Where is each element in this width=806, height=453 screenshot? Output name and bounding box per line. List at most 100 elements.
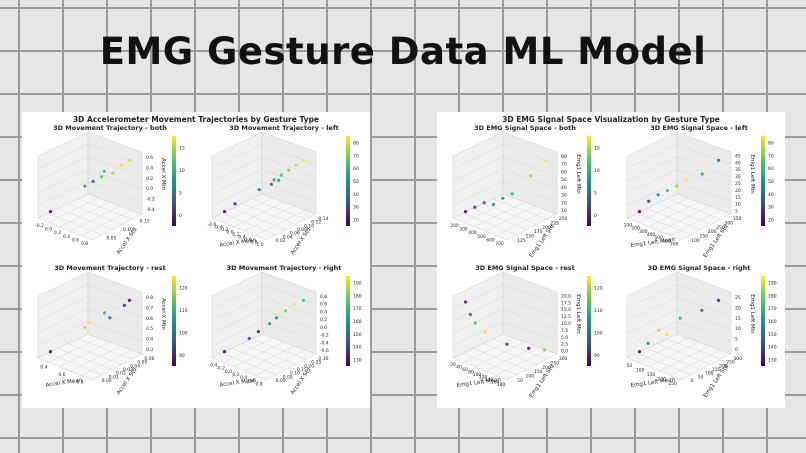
data-point bbox=[233, 202, 237, 206]
colorbar-tick-label: 50 bbox=[353, 179, 359, 185]
grid-line bbox=[676, 296, 732, 318]
z-tick-label: 45 bbox=[735, 153, 741, 159]
grid-line bbox=[231, 208, 287, 230]
colorbar-tick-label: 15 bbox=[179, 145, 185, 151]
x-tick-label: 300 bbox=[459, 227, 468, 233]
x-tick-label: 100 bbox=[473, 372, 482, 378]
grid-line bbox=[87, 284, 143, 305]
colorbar-tick-label: 5 bbox=[179, 190, 182, 196]
data-point bbox=[111, 171, 115, 175]
data-point bbox=[88, 320, 92, 325]
data-point bbox=[283, 309, 288, 313]
data-point bbox=[675, 184, 679, 188]
grid-line bbox=[474, 201, 525, 228]
x-tick-label: -0.4 bbox=[208, 363, 217, 369]
grid-line bbox=[81, 209, 132, 236]
x-tick-label: 400 bbox=[468, 230, 477, 236]
data-point bbox=[127, 158, 132, 162]
y-tick-label: 0.20 bbox=[304, 363, 314, 369]
y-tick-label: 0.14 bbox=[318, 216, 328, 222]
z-tick-label: 40 bbox=[561, 185, 567, 191]
data-point bbox=[102, 169, 106, 173]
colorbar bbox=[761, 136, 765, 226]
data-points bbox=[637, 298, 721, 354]
subplot-title: 3D Movement Trajectory - both bbox=[53, 124, 167, 132]
y-tick-label: 0.00 bbox=[102, 378, 112, 384]
data-point bbox=[83, 184, 87, 188]
grid-line bbox=[676, 156, 732, 178]
floor-pane bbox=[626, 333, 732, 381]
y-tick-label: 0.06 bbox=[144, 356, 154, 362]
grid-line bbox=[676, 181, 732, 202]
subplot-1-0: 3D EMG Signal Space - both20030040050060… bbox=[450, 124, 600, 259]
subplot-1-1: 3D EMG Signal Space - left10020030040050… bbox=[624, 124, 774, 259]
z-tick-label: 70 bbox=[561, 162, 567, 168]
colorbar-tick-label: 5 bbox=[594, 190, 597, 196]
y-tick-label: 150 bbox=[526, 234, 535, 240]
y-tick-label: 200 bbox=[719, 363, 728, 369]
y-tick-label: 175 bbox=[534, 229, 543, 235]
x-tick-label: 500 bbox=[654, 235, 663, 241]
data-point bbox=[684, 178, 688, 182]
data-point bbox=[294, 163, 298, 167]
colorbar bbox=[761, 276, 765, 366]
x-tick-label: 0.2 bbox=[54, 230, 61, 236]
colorbar-tick-label: 190 bbox=[353, 280, 362, 286]
grid-line bbox=[670, 349, 721, 376]
data-point bbox=[277, 178, 281, 182]
z-axis-label: Emg1 Left Min bbox=[749, 154, 755, 194]
x-tick-label: 50 bbox=[627, 363, 633, 369]
data-points bbox=[222, 298, 306, 354]
data-point bbox=[272, 178, 276, 182]
grid-line bbox=[87, 296, 143, 318]
colorbar-tick-label: 190 bbox=[768, 280, 777, 286]
grid-line bbox=[666, 198, 722, 220]
grid-line bbox=[261, 296, 317, 318]
z-tick-label: 7.5 bbox=[561, 328, 568, 334]
x-tick-label: 700 bbox=[495, 241, 504, 247]
grid-line bbox=[452, 144, 504, 169]
grid-line bbox=[472, 208, 528, 230]
x-tick-label: 200 bbox=[658, 376, 667, 382]
colorbar-tick-label: 40 bbox=[768, 192, 774, 198]
x-tick-label: 1.0 bbox=[256, 242, 263, 248]
grid-line bbox=[636, 212, 692, 236]
grid-line bbox=[626, 156, 678, 182]
z-tick-label: 12.5 bbox=[561, 314, 571, 320]
y-tick-label: 150 bbox=[712, 367, 721, 373]
grid-line bbox=[244, 205, 295, 232]
y-tick-label: 0.01 bbox=[109, 374, 119, 380]
x-tick-label: 0.6 bbox=[244, 237, 251, 243]
colorbar-tick-label: 90 bbox=[179, 353, 185, 359]
x-tick-label: 0.0 bbox=[45, 227, 52, 233]
x-tick-label: 150 bbox=[647, 372, 656, 378]
grid-line bbox=[452, 296, 504, 322]
data-point bbox=[647, 199, 651, 203]
x-tick-label: 80 bbox=[468, 370, 474, 376]
grid-line bbox=[222, 197, 273, 223]
y-tick-label: 0.02 bbox=[116, 371, 126, 377]
grid-line bbox=[676, 308, 732, 330]
subplot-title: 3D Movement Trajectory - left bbox=[229, 124, 339, 132]
grid-line bbox=[482, 343, 538, 365]
grid-line bbox=[59, 201, 110, 228]
grid-line bbox=[463, 337, 514, 363]
y-tick-label: 0.30 bbox=[318, 356, 328, 362]
grid-lines bbox=[211, 284, 317, 376]
z-tick-label: 0.4 bbox=[146, 166, 153, 172]
z-tick-label: 0.7 bbox=[146, 306, 153, 312]
grid-line bbox=[211, 156, 263, 182]
subplot-0-2: 3D Movement Trajectory - rest 0.4 0.6 0.8 0.… bbox=[37, 264, 188, 396]
z-tick-label: 30 bbox=[561, 193, 567, 199]
data-point bbox=[247, 336, 251, 341]
data-point bbox=[463, 300, 468, 304]
colorbar-tick-label: 70 bbox=[353, 153, 359, 159]
x-tick-label: 100 bbox=[636, 368, 645, 374]
grid-line bbox=[659, 205, 710, 232]
data-point bbox=[491, 202, 496, 207]
z-tick-label: 0.2 bbox=[146, 176, 153, 182]
grid-line bbox=[47, 212, 103, 236]
grid-line bbox=[57, 208, 113, 230]
grid-line bbox=[626, 181, 678, 206]
